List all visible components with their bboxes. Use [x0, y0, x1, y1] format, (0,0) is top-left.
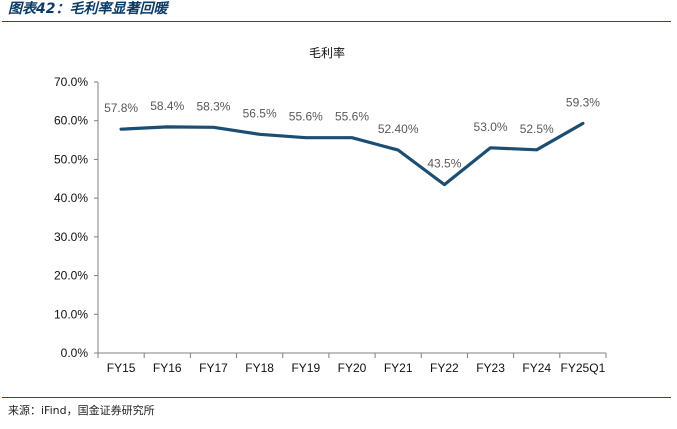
data-label: 58.3%	[196, 99, 230, 113]
y-tick-label: 70.0%	[54, 75, 88, 89]
y-axis-ticks: 0.0% 10.0% 20.0% 30.0% 40.0% 50.0% 60.0% 70.0%	[54, 75, 98, 360]
y-tick-label: 50.0%	[54, 152, 88, 166]
y-tick-label: 60.0%	[54, 114, 88, 128]
x-tick-label: FY25Q1	[561, 361, 606, 375]
y-tick-label: 30.0%	[54, 230, 88, 244]
x-tick-label: FY21	[384, 361, 413, 375]
data-label: 43.5%	[427, 157, 461, 171]
data-label: 59.3%	[566, 95, 600, 109]
data-label: 52.5%	[520, 122, 554, 136]
y-tick-label: 20.0%	[54, 269, 88, 283]
figure-header: 图表42：毛利率显著回暖	[8, 1, 168, 17]
data-label: 56.5%	[243, 106, 277, 120]
x-tick-label: FY16	[153, 361, 182, 375]
y-tick-label: 10.0%	[54, 307, 88, 321]
x-tick-label: FY20	[338, 361, 367, 375]
data-labels: 57.8% 58.4% 58.3% 56.5% 55.6% 55.6% 52.40% 43.5…	[104, 95, 600, 170]
x-tick-label: FY19	[291, 361, 320, 375]
footer-divider	[2, 397, 671, 398]
y-tick-label: 0.0%	[61, 346, 89, 360]
data-label: 52.40%	[378, 122, 419, 136]
y-tick-label: 40.0%	[54, 191, 88, 205]
x-tick-label: FY15	[107, 361, 136, 375]
data-label: 55.6%	[289, 110, 323, 124]
series-line-gross-margin	[119, 121, 585, 187]
x-tick-label: FY24	[522, 361, 551, 375]
data-label: 53.0%	[474, 120, 508, 134]
source-note: 来源：iFind，国金证券研究所	[8, 404, 155, 417]
x-tick-label: FY23	[476, 361, 505, 375]
x-tick-label: FY22	[430, 361, 459, 375]
x-tick-label: FY17	[199, 361, 228, 375]
chart-title: 毛利率	[309, 45, 345, 60]
data-label: 55.6%	[335, 110, 369, 124]
data-label: 58.4%	[150, 99, 184, 113]
header-divider	[2, 21, 671, 22]
data-label: 57.8%	[104, 101, 138, 115]
x-tick-label: FY18	[245, 361, 274, 375]
x-axis-ticks: FY15 FY16 FY17 FY18 FY19 FY20 FY21 FY22 FY23 FY24…	[97, 353, 607, 375]
